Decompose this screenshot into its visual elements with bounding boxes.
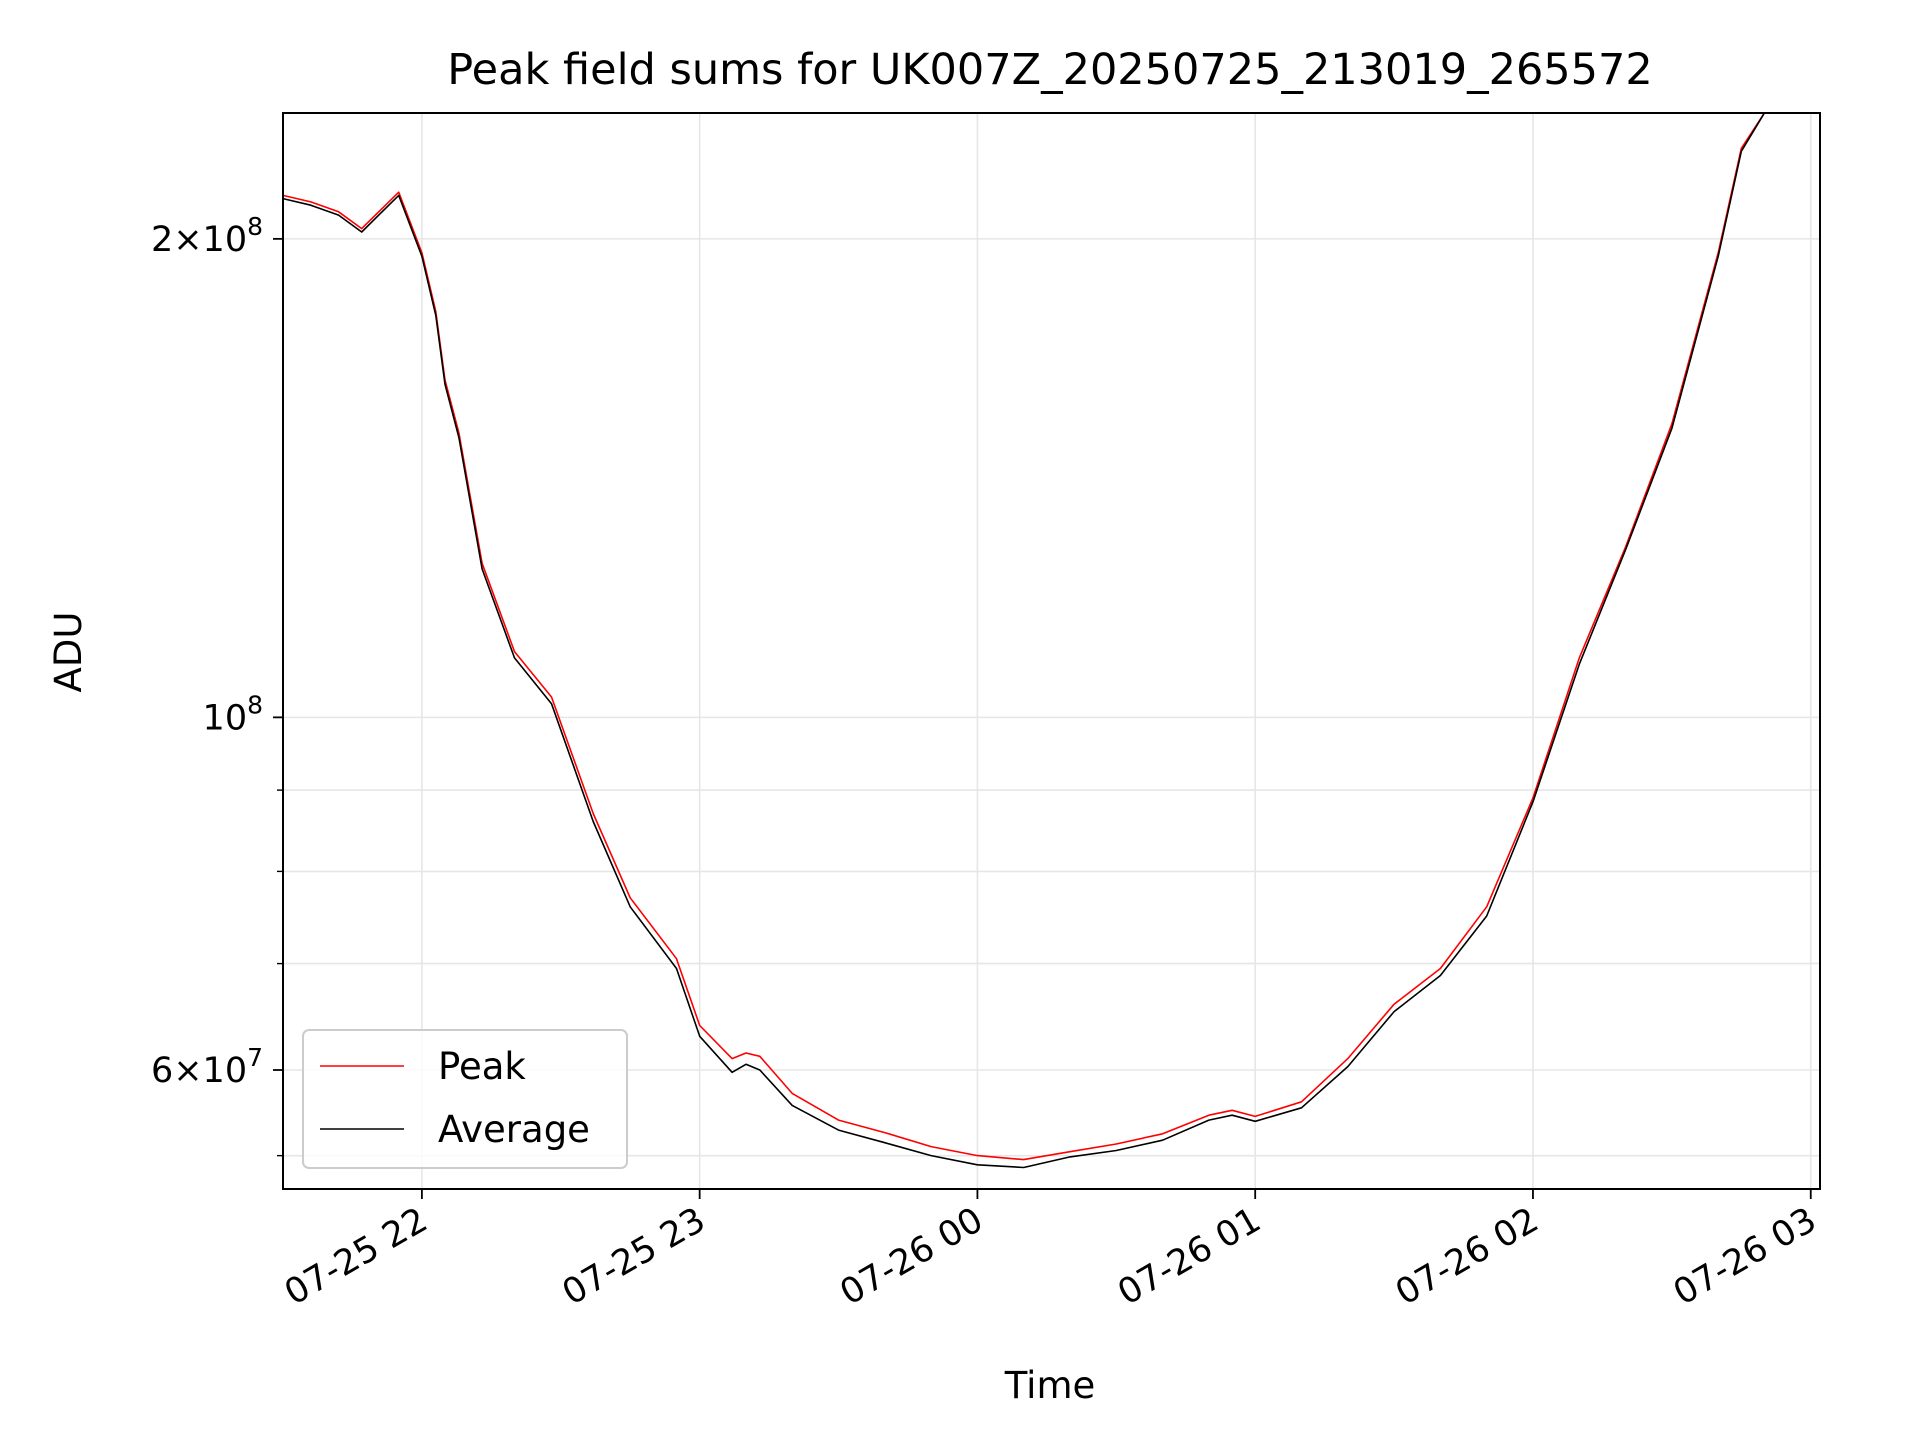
y-axis: 6×107 108 2×108: [151, 212, 283, 1157]
series-layer: [282, 112, 1820, 1169]
legend-label-average: Average: [438, 1108, 590, 1151]
y-tick-label: 2×108: [151, 212, 263, 260]
y-axis-label: ADU: [47, 612, 90, 693]
legend: Peak Average: [302, 1029, 628, 1169]
legend-label-peak: Peak: [438, 1045, 526, 1088]
series-line-peak: [282, 112, 1820, 1161]
x-axis-label: Time: [1004, 1364, 1096, 1407]
legend-box: [302, 1029, 628, 1169]
y-tick-label: 108: [203, 690, 263, 738]
plot-frame: [282, 112, 1821, 1190]
chart-title: Peak field sums for UK007Z_20250725_2130…: [447, 45, 1653, 95]
series-line-average: [282, 112, 1820, 1169]
y-tick-label: 6×107: [151, 1043, 263, 1091]
